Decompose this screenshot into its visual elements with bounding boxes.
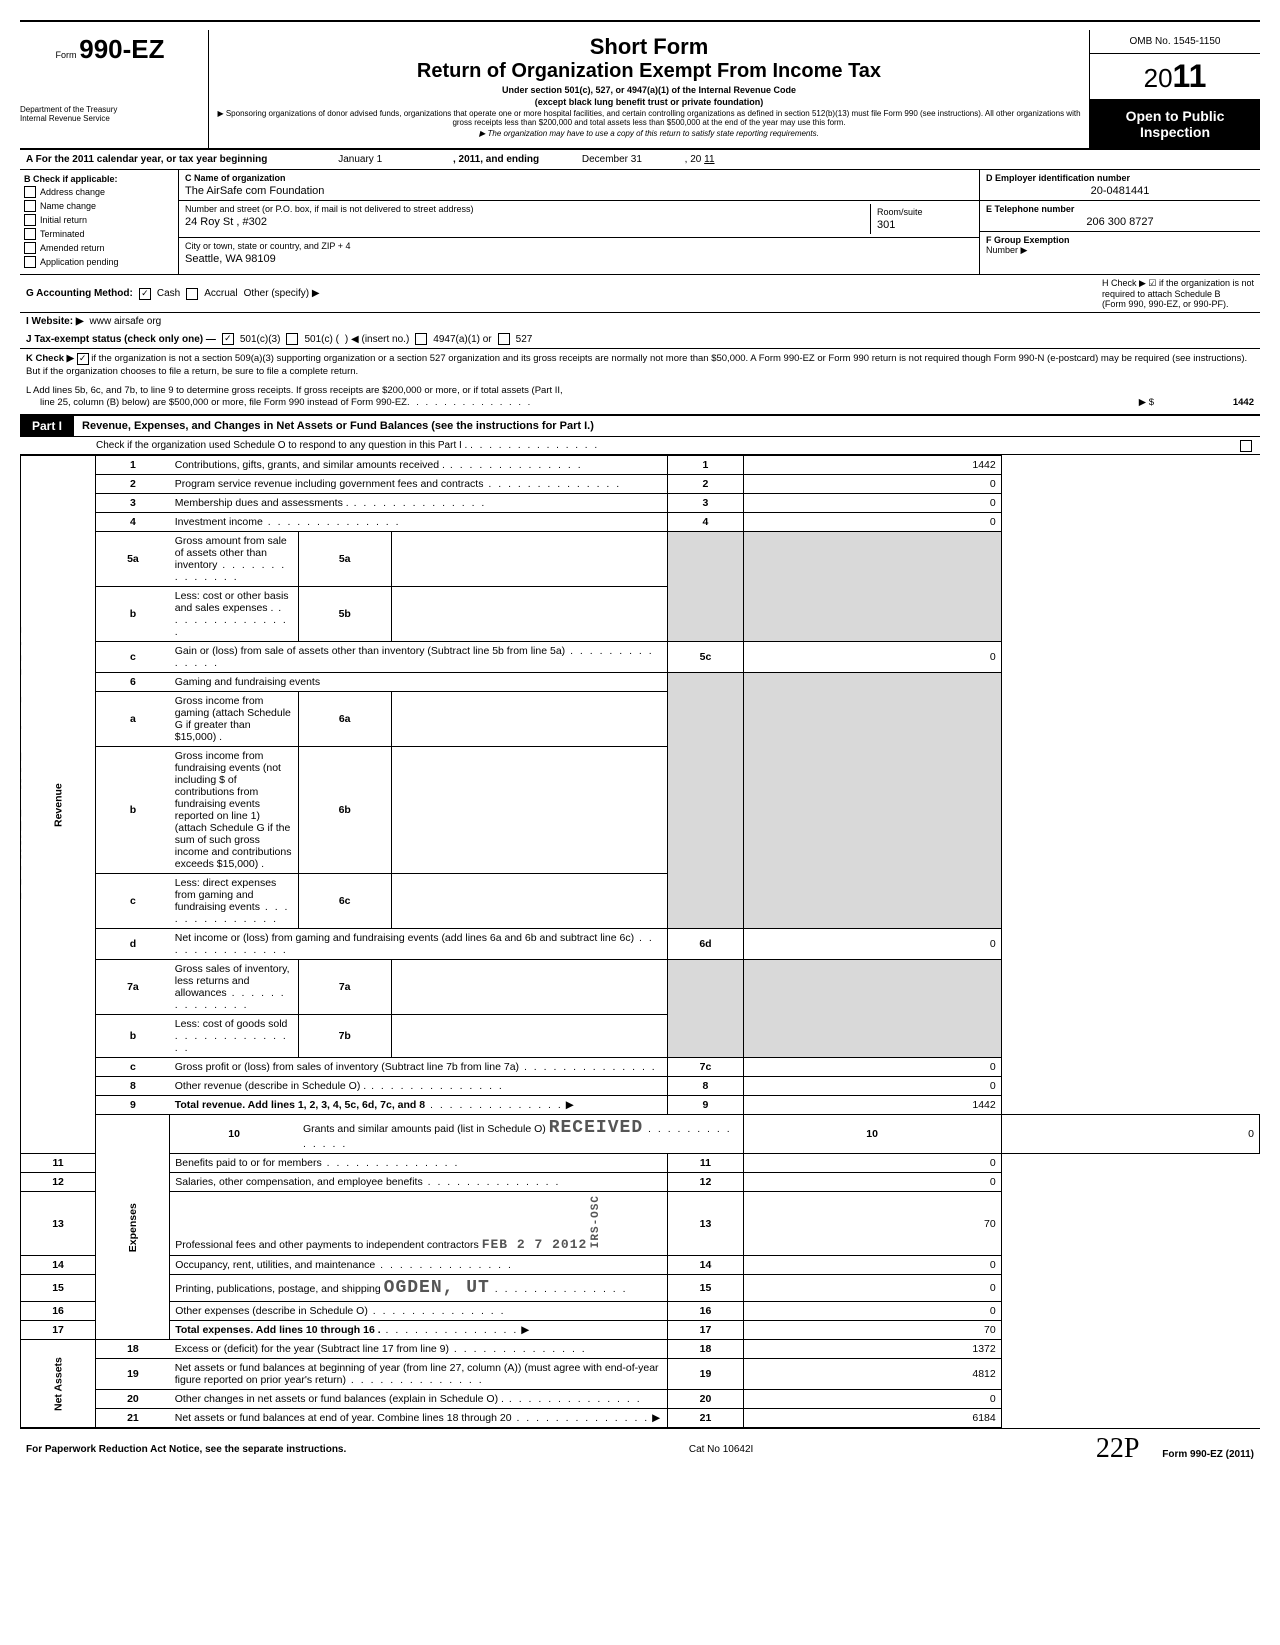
signature: 22P xyxy=(1096,1433,1160,1464)
line-15-value: 0 xyxy=(743,1275,1001,1302)
ein: 20-0481441 xyxy=(986,185,1254,197)
h-check-note: H Check ▶ ☑ if the organization is not r… xyxy=(1102,278,1254,309)
side-net-assets: Net Assets xyxy=(21,1340,96,1428)
line-10-value: 0 xyxy=(1001,1115,1259,1154)
form-page: SCANNED MAR 1 6 2012 Form 990-EZ Departm… xyxy=(20,20,1260,1469)
chk-name-change[interactable] xyxy=(24,200,36,212)
line-8-value: 0 xyxy=(743,1077,1001,1096)
chk-cash[interactable]: ✓ xyxy=(139,288,151,300)
row-g-accounting: G Accounting Method: ✓Cash Accrual Other… xyxy=(20,275,1260,313)
line-3-value: 0 xyxy=(743,494,1001,513)
col-c-org-info: C Name of organization The AirSafe com F… xyxy=(179,170,979,274)
line-6d-value: 0 xyxy=(743,929,1001,960)
omb-number: OMB No. 1545-1150 xyxy=(1090,30,1260,54)
line-6c-value xyxy=(391,874,668,929)
line-4-value: 0 xyxy=(743,513,1001,532)
footer: For Paperwork Reduction Act Notice, see … xyxy=(20,1428,1260,1469)
line-11-value: 0 xyxy=(743,1154,1001,1173)
line-19-value: 4812 xyxy=(743,1359,1001,1390)
chk-k[interactable]: ✓ xyxy=(77,353,89,365)
org-street: 24 Roy St , #302 xyxy=(185,216,870,228)
chk-501c[interactable] xyxy=(286,333,298,345)
row-k-l-block: K Check ▶ ✓ if the organization is not a… xyxy=(20,349,1260,416)
line-9-value: 1442 xyxy=(743,1096,1001,1115)
row-a-tax-year: A For the 2011 calendar year, or tax yea… xyxy=(20,150,1260,170)
room-suite: 301 xyxy=(877,219,967,231)
col-d-numbers: D Employer identification number 20-0481… xyxy=(979,170,1260,274)
line-21-value: 6184 xyxy=(743,1409,1001,1428)
line-1-value: 1442 xyxy=(743,456,1001,475)
row-i-website: I Website: ▶ www airsafe org xyxy=(20,313,1260,330)
chk-schedule-o[interactable] xyxy=(1240,440,1252,452)
chk-501c3[interactable]: ✓ xyxy=(222,333,234,345)
line-7a-value xyxy=(391,960,668,1015)
line-17-value: 70 xyxy=(743,1321,1001,1340)
chk-4947[interactable] xyxy=(415,333,427,345)
org-city: Seattle, WA 98109 xyxy=(185,253,973,265)
header-note2: ▶ The organization may have to use a cop… xyxy=(217,129,1081,138)
chk-527[interactable] xyxy=(498,333,510,345)
line-5c-value: 0 xyxy=(743,642,1001,673)
line-13-value: 70 xyxy=(743,1192,1001,1256)
title-short-form: Short Form xyxy=(217,34,1081,60)
part-1-header: Part I Revenue, Expenses, and Changes in… xyxy=(20,416,1260,437)
form-number: 990-EZ xyxy=(79,34,164,64)
chk-terminated[interactable] xyxy=(24,228,36,240)
line-6b-value xyxy=(391,747,668,874)
chk-app-pending[interactable] xyxy=(24,256,36,268)
stamp-ogden: OGDEN, UT xyxy=(384,1278,490,1298)
chk-accrual[interactable] xyxy=(186,288,198,300)
part-1-note: Check if the organization used Schedule … xyxy=(20,437,1260,455)
line-12-value: 0 xyxy=(743,1173,1001,1192)
line-14-value: 0 xyxy=(743,1256,1001,1275)
chk-address-change[interactable] xyxy=(24,186,36,198)
line-5b-value xyxy=(391,587,668,642)
form-lines-table: Revenue 1 Contributions, gifts, grants, … xyxy=(20,455,1260,1428)
chk-amended[interactable] xyxy=(24,242,36,254)
col-b-checkboxes: B Check if applicable: Address change Na… xyxy=(20,170,179,274)
header-center: Short Form Return of Organization Exempt… xyxy=(209,30,1089,148)
line-16-value: 0 xyxy=(743,1302,1001,1321)
open-to-public: Open to Public Inspection xyxy=(1090,100,1260,148)
identity-block: B Check if applicable: Address change Na… xyxy=(20,170,1260,275)
header-left: Form 990-EZ Department of the Treasury I… xyxy=(20,30,209,148)
line-18-value: 1372 xyxy=(743,1340,1001,1359)
subtitle-except: (except black lung benefit trust or priv… xyxy=(217,97,1081,107)
header-right: OMB No. 1545-1150 2011 Open to Public In… xyxy=(1089,30,1260,148)
received-stamp: RECEIVED xyxy=(549,1118,643,1138)
stamp-date: FEB 2 7 2012 xyxy=(482,1237,588,1252)
line-20-value: 0 xyxy=(743,1390,1001,1409)
gross-receipts: 1442 xyxy=(1154,397,1254,410)
tax-year: 2011 xyxy=(1090,54,1260,100)
line-7b-value xyxy=(391,1015,668,1058)
form-footer-label: Form 990-EZ (2011) xyxy=(1162,1449,1254,1460)
chk-initial-return[interactable] xyxy=(24,214,36,226)
line-2-value: 0 xyxy=(743,475,1001,494)
row-j-tax-status: J Tax-exempt status (check only one) — ✓… xyxy=(20,330,1260,349)
header-note: ▶ Sponsoring organizations of donor advi… xyxy=(217,109,1081,127)
title-return: Return of Organization Exempt From Incom… xyxy=(217,60,1081,83)
form-header: Form 990-EZ Department of the Treasury I… xyxy=(20,30,1260,150)
line-7c-value: 0 xyxy=(743,1058,1001,1077)
website-value: www airsafe org xyxy=(90,316,162,327)
telephone: 206 300 8727 xyxy=(986,216,1254,228)
line-6a-value xyxy=(391,692,668,747)
form-prefix: Form xyxy=(55,50,76,60)
org-name: The AirSafe com Foundation xyxy=(185,185,973,197)
side-expenses: Expenses xyxy=(96,1115,170,1340)
line-5a-value xyxy=(391,532,668,587)
dept-treasury: Department of the Treasury Internal Reve… xyxy=(20,105,200,123)
stamp-irs: IRS-OSC xyxy=(590,1195,602,1248)
side-revenue: Revenue xyxy=(21,456,96,1154)
subtitle-code: Under section 501(c), 527, or 4947(a)(1)… xyxy=(217,85,1081,95)
